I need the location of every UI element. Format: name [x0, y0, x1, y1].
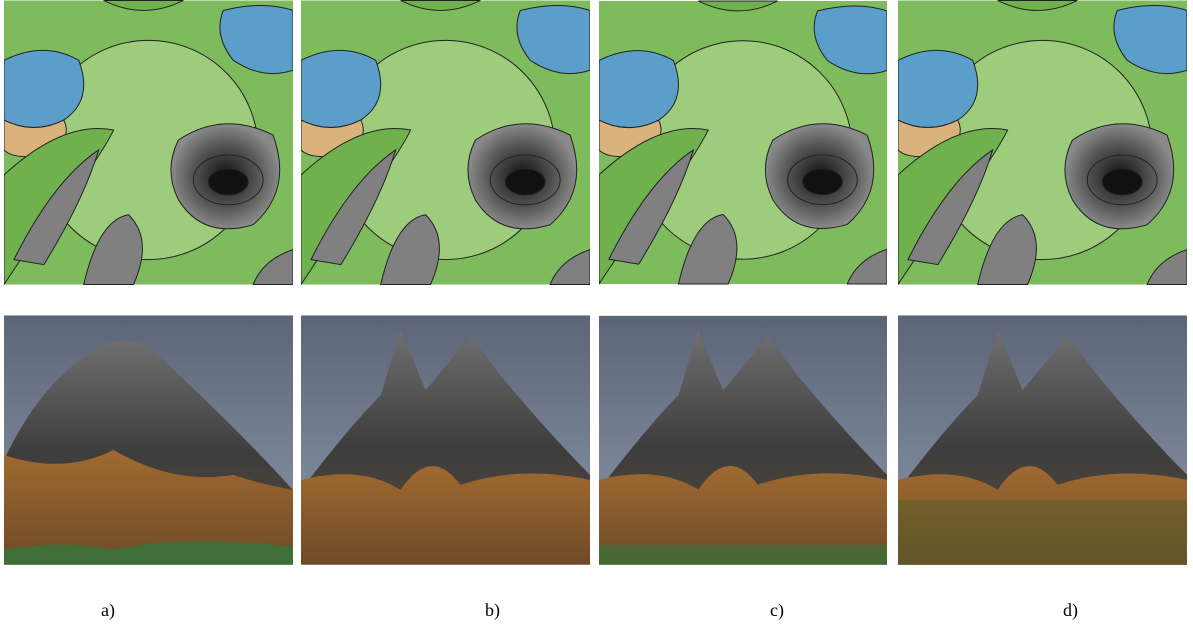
- figure-images: [0, 0, 1193, 627]
- panel-label: a): [101, 600, 115, 621]
- panel-label: b): [485, 600, 500, 621]
- figure: a) b) c) d): [0, 0, 1193, 627]
- panel-label: c): [770, 600, 784, 621]
- panel-label: d): [1063, 600, 1078, 621]
